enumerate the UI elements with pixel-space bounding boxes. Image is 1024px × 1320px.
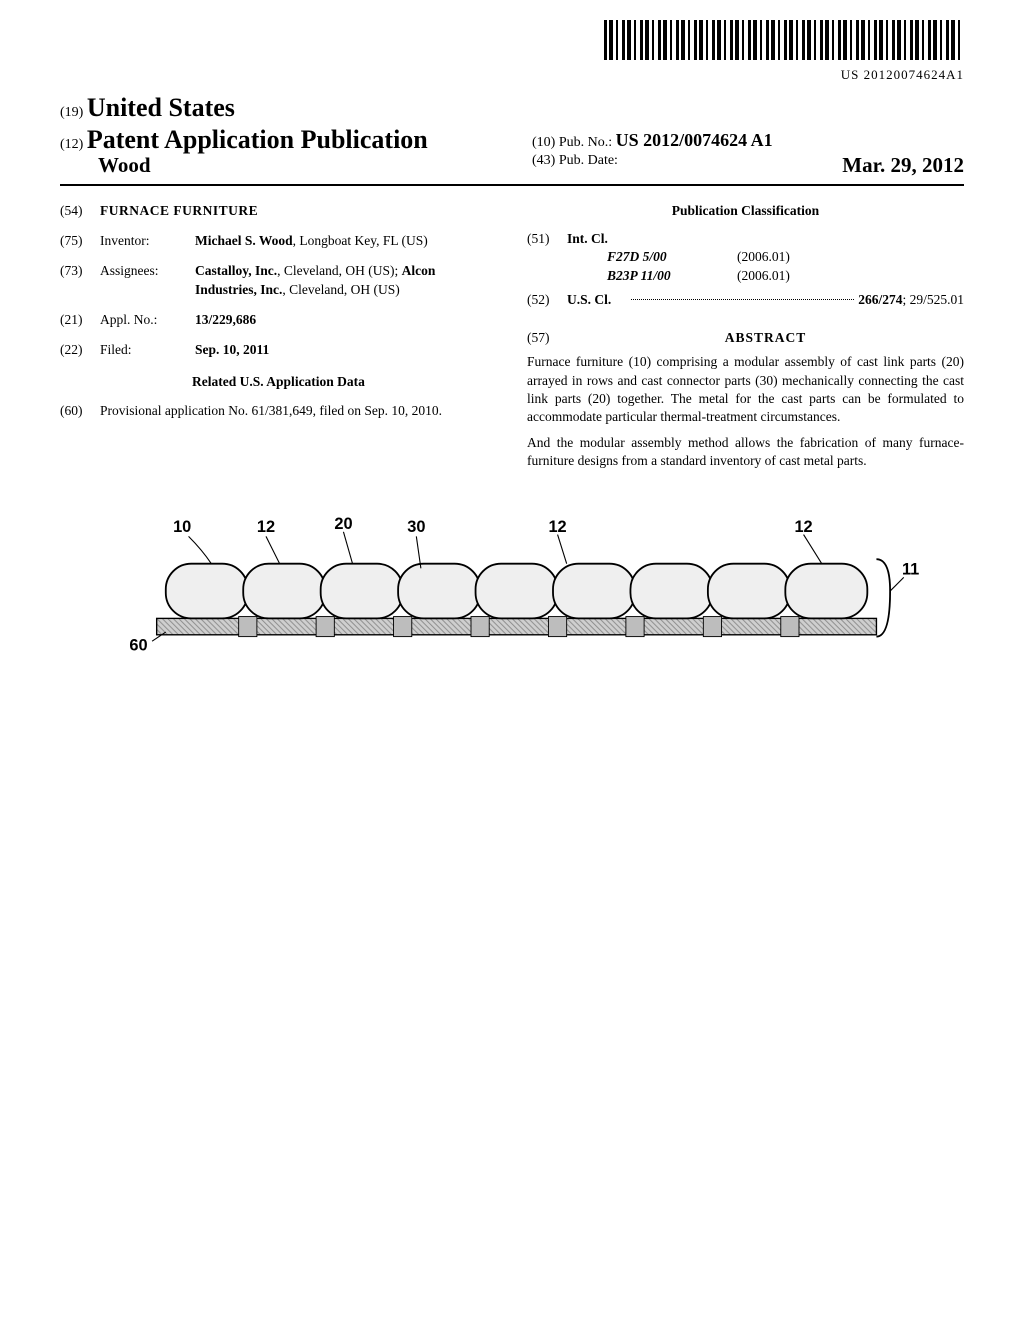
code-60: (60) — [60, 402, 100, 420]
code-12: (12) — [60, 137, 83, 152]
fig-label-12c: 12 — [794, 517, 812, 535]
country-name: United States — [87, 93, 235, 122]
author-name: Wood — [98, 153, 492, 178]
intcl-row-0: F27D 5/00 (2006.01) — [607, 248, 964, 266]
assignee1-name: Castalloy, Inc. — [195, 263, 277, 278]
pub-no-label: Pub. No.: — [559, 135, 612, 151]
fig-label-20: 20 — [334, 515, 352, 533]
provisional-entry: (60) Provisional application No. 61/381,… — [60, 402, 497, 420]
code-22: (22) — [60, 341, 100, 359]
appl-value: 13/229,686 — [195, 311, 497, 329]
code-57: (57) — [527, 329, 567, 347]
intcl-row-1: B23P 11/00 (2006.01) — [607, 267, 964, 285]
inventor-label: Inventor: — [100, 232, 195, 250]
header: (19) United States (12) Patent Applicati… — [60, 93, 964, 178]
pub-date-value: Mar. 29, 2012 — [618, 153, 964, 178]
abstract-body: Furnace furniture (10) comprising a modu… — [527, 353, 964, 470]
code-19: (19) — [60, 105, 83, 120]
code-21: (21) — [60, 311, 100, 329]
abstract-p2: And the modular assembly method allows t… — [527, 434, 964, 470]
barcode-graphic — [604, 20, 964, 60]
assignee2-loc: , Cleveland, OH (US) — [282, 282, 399, 297]
barcode-area — [60, 20, 964, 65]
figure-svg: 10 12 20 30 12 12 11 60 — [102, 509, 922, 664]
header-rule — [60, 184, 964, 186]
uscl-rest: ; 29/525.01 — [902, 292, 964, 307]
classification-heading: Publication Classification — [527, 202, 964, 220]
inventor-entry: (75) Inventor: Michael S. Wood, Longboat… — [60, 232, 497, 250]
pub-date-lbl-wrap: (43) Pub. Date: — [532, 153, 618, 178]
code-52: (52) — [527, 291, 567, 309]
right-column: Publication Classification (51) Int. Cl.… — [527, 202, 964, 479]
uscl-label: U.S. Cl. — [567, 291, 627, 309]
assignee-entry: (73) Assignees: Castalloy, Inc., Clevela… — [60, 262, 497, 298]
intcl-entry: (51) Int. Cl. F27D 5/00 (2006.01) B23P 1… — [527, 230, 964, 285]
filed-label: Filed: — [100, 341, 195, 359]
title-entry: (54) FURNACE FURNITURE — [60, 202, 497, 220]
code-10: (10) — [532, 135, 555, 150]
fig-label-30: 30 — [407, 517, 425, 535]
intcl-sym-0: F27D 5/00 — [607, 248, 737, 266]
filed-entry: (22) Filed: Sep. 10, 2011 — [60, 341, 497, 359]
uscl-value: 266/274; 29/525.01 — [858, 291, 964, 309]
doc-type-line: (12) Patent Application Publication — [60, 125, 492, 155]
uscl-dots — [631, 291, 854, 300]
code-73: (73) — [60, 262, 100, 298]
header-right: (10) Pub. No.: US 2012/0074624 A1 (43) P… — [532, 130, 964, 178]
related-heading: Related U.S. Application Data — [60, 373, 497, 391]
abstract-p1: Furnace furniture (10) comprising a modu… — [527, 353, 964, 426]
barcode-text: US 20120074624A1 — [60, 67, 964, 83]
code-43: (43) — [532, 153, 555, 168]
filed-value: Sep. 10, 2011 — [195, 341, 497, 359]
biblio-columns: (54) FURNACE FURNITURE (75) Inventor: Mi… — [60, 202, 964, 479]
appl-entry: (21) Appl. No.: 13/229,686 — [60, 311, 497, 329]
code-54: (54) — [60, 202, 100, 220]
left-column: (54) FURNACE FURNITURE (75) Inventor: Mi… — [60, 202, 497, 479]
intcl-yr-1: (2006.01) — [737, 267, 790, 285]
doc-type: Patent Application Publication — [87, 125, 428, 154]
inventor-value: Michael S. Wood, Longboat Key, FL (US) — [195, 232, 497, 250]
inventor-loc: , Longboat Key, FL (US) — [293, 233, 428, 248]
abstract-heading: ABSTRACT — [567, 329, 964, 347]
pub-date-line: (43) Pub. Date: Mar. 29, 2012 — [532, 153, 964, 178]
fig-label-60: 60 — [129, 636, 147, 654]
intcl-value: Int. Cl. F27D 5/00 (2006.01) B23P 11/00 … — [567, 230, 964, 285]
intcl-yr-0: (2006.01) — [737, 248, 790, 266]
assignee1-loc: , Cleveland, OH (US); — [277, 263, 401, 278]
uscl-row: (52) U.S. Cl. 266/274; 29/525.01 — [527, 291, 964, 309]
title-value: FURNACE FURNITURE — [100, 202, 497, 220]
fig-label-12a: 12 — [257, 517, 275, 535]
uscl-bold: 266/274 — [858, 292, 902, 307]
code-75: (75) — [60, 232, 100, 250]
appl-label: Appl. No.: — [100, 311, 195, 329]
pub-no-value: US 2012/0074624 A1 — [616, 130, 773, 150]
code-51: (51) — [527, 230, 567, 285]
intcl-sym-1: B23P 11/00 — [607, 267, 737, 285]
intcl-label: Int. Cl. — [567, 230, 964, 248]
pub-date-label: Pub. Date: — [559, 153, 618, 168]
fig-label-10: 10 — [173, 517, 191, 535]
country-line: (19) United States — [60, 93, 492, 123]
provisional-text: Provisional application No. 61/381,649, … — [100, 402, 497, 420]
header-left: (19) United States (12) Patent Applicati… — [60, 93, 492, 178]
assignee-label: Assignees: — [100, 262, 195, 298]
abstract-head-row: (57) ABSTRACT — [527, 319, 964, 353]
fig-label-11: 11 — [902, 560, 919, 578]
assignee-value: Castalloy, Inc., Cleveland, OH (US); Alc… — [195, 262, 497, 298]
figure: 10 12 20 30 12 12 11 60 — [60, 509, 964, 669]
fig-label-12b: 12 — [548, 517, 566, 535]
uscl-entry: (52) U.S. Cl. 266/274; 29/525.01 — [527, 291, 964, 309]
inventor-name: Michael S. Wood — [195, 233, 293, 248]
pub-no-line: (10) Pub. No.: US 2012/0074624 A1 — [532, 130, 964, 151]
